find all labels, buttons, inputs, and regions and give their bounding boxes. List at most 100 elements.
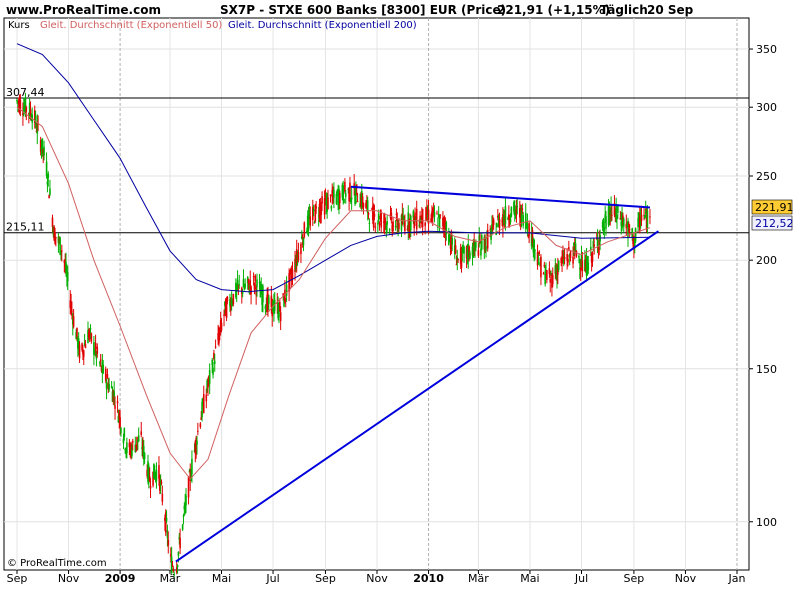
candle-343 <box>420 207 423 228</box>
candle-489 <box>593 238 595 255</box>
candle-209 <box>262 283 264 313</box>
candle-116 <box>153 463 155 479</box>
candle-344 <box>421 208 424 236</box>
candle-176 <box>224 301 226 315</box>
candle-202 <box>254 274 257 290</box>
candle-77 <box>106 368 109 379</box>
candle-378 <box>462 241 464 254</box>
candle-64 <box>90 332 93 344</box>
candle-106 <box>141 437 143 457</box>
candle-143 <box>184 493 186 515</box>
candle-485 <box>590 237 592 256</box>
candle-380 <box>465 245 468 268</box>
candle-414 <box>504 197 507 231</box>
candle-66 <box>93 348 96 356</box>
candle-118 <box>154 471 157 483</box>
candle-346 <box>425 206 427 222</box>
candle-244 <box>303 221 306 239</box>
candle-53 <box>77 332 80 356</box>
candle-156 <box>200 411 203 421</box>
candle-375 <box>459 243 462 269</box>
candle-464 <box>563 249 566 265</box>
candle-3 <box>18 94 21 115</box>
candle-469 <box>569 249 572 262</box>
candle-246 <box>306 210 309 236</box>
candle-507 <box>615 197 617 223</box>
trendline-0 <box>175 230 659 563</box>
candle-161 <box>206 378 208 393</box>
candle-308 <box>379 209 382 222</box>
candle-283 <box>350 197 352 205</box>
candle-96 <box>129 442 132 458</box>
candle-183 <box>231 299 234 307</box>
candle-152 <box>195 435 197 459</box>
candle-272 <box>337 184 339 211</box>
candle-527 <box>639 206 641 234</box>
candle-388 <box>474 241 476 258</box>
candle-70 <box>99 361 101 367</box>
candle-481 <box>584 254 587 273</box>
candle-393 <box>480 241 482 260</box>
site-label: www.ProRealTime.com <box>6 3 161 17</box>
date-label: 20 Sep <box>647 3 694 17</box>
candle-403 <box>491 214 494 232</box>
candle-296 <box>366 195 368 212</box>
candle-164 <box>208 363 211 395</box>
candle-450 <box>548 261 551 278</box>
candle-434 <box>528 220 530 244</box>
candle-524 <box>634 227 637 243</box>
trendlines <box>175 185 659 563</box>
candle-10 <box>28 112 30 124</box>
candle-86 <box>117 409 120 424</box>
candle-43 <box>66 264 68 287</box>
candle-459 <box>557 260 560 273</box>
candle-373 <box>456 249 459 271</box>
grid <box>4 18 749 570</box>
candle-120 <box>158 456 160 486</box>
x-tick-label-13: Nov <box>675 572 697 585</box>
candle-420 <box>513 200 515 215</box>
candle-529 <box>640 205 643 226</box>
candle-285 <box>353 174 355 196</box>
candle-151 <box>194 439 197 463</box>
candle-33 <box>54 227 56 245</box>
candle-441 <box>537 252 540 266</box>
candle-498 <box>604 206 606 223</box>
candle-125 <box>164 514 166 531</box>
candle-448 <box>545 262 547 278</box>
candle-11 <box>28 97 31 119</box>
candle-384 <box>469 250 471 260</box>
candle-71 <box>99 353 102 367</box>
candle-233 <box>290 265 293 288</box>
candle-29 <box>49 179 51 197</box>
x-tick-label-2: 2009 <box>105 572 136 585</box>
candle-259 <box>321 191 323 212</box>
candle-348 <box>426 205 429 223</box>
candle-126 <box>164 509 167 536</box>
candle-386 <box>472 238 475 258</box>
candle-158 <box>202 397 204 406</box>
candle-0 <box>16 98 18 104</box>
candle-322 <box>396 212 399 234</box>
candle-495 <box>601 219 604 232</box>
candle-390 <box>477 242 480 258</box>
candle-102 <box>136 436 138 451</box>
candle-312 <box>384 217 387 231</box>
candle-270 <box>335 191 338 206</box>
candle-454 <box>551 267 554 288</box>
candle-249 <box>309 206 312 231</box>
candle-408 <box>497 214 500 228</box>
candle-75 <box>104 366 107 384</box>
candle-181 <box>230 297 232 316</box>
candle-458 <box>557 257 559 285</box>
candle-387 <box>473 232 475 257</box>
candle-247 <box>307 206 310 237</box>
candle-38 <box>60 251 62 261</box>
candle-115 <box>152 471 154 488</box>
x-tick-label-8: 2010 <box>413 572 444 585</box>
candle-478 <box>580 245 583 268</box>
candle-227 <box>284 280 286 304</box>
candle-474 <box>575 250 578 258</box>
candle-65 <box>93 335 95 366</box>
candle-299 <box>368 218 371 232</box>
